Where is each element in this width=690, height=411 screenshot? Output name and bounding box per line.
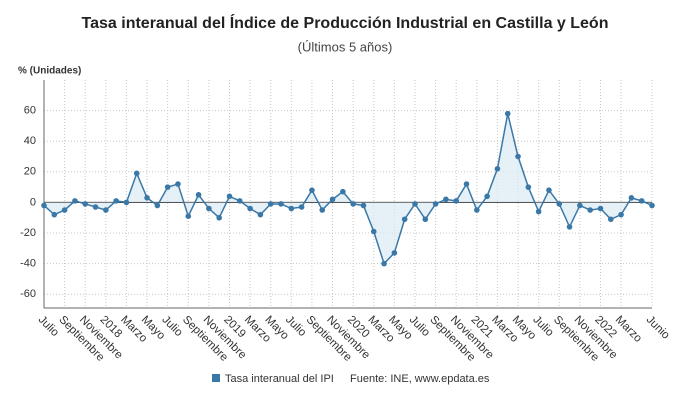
point bbox=[412, 201, 418, 207]
point bbox=[319, 207, 326, 213]
point bbox=[453, 198, 460, 204]
point bbox=[61, 207, 68, 213]
point bbox=[216, 214, 222, 221]
point bbox=[41, 202, 47, 209]
point bbox=[474, 207, 480, 213]
point bbox=[638, 198, 645, 204]
point bbox=[288, 205, 295, 212]
y-tick-label: 40 bbox=[24, 135, 36, 147]
point bbox=[206, 205, 212, 212]
point bbox=[391, 250, 398, 256]
point bbox=[103, 207, 109, 213]
point bbox=[535, 208, 542, 215]
y-tick-label: 60 bbox=[24, 105, 36, 117]
point bbox=[257, 211, 264, 218]
y-tick-label: -40 bbox=[20, 258, 36, 270]
point bbox=[309, 187, 315, 193]
y-tick-label: -20 bbox=[20, 227, 36, 239]
point bbox=[360, 202, 367, 209]
point bbox=[546, 187, 552, 193]
point bbox=[556, 201, 563, 207]
point bbox=[422, 216, 429, 223]
point bbox=[340, 188, 346, 195]
point bbox=[401, 216, 408, 223]
legend-swatch bbox=[212, 374, 220, 382]
point bbox=[92, 204, 99, 210]
y-tick-label: 20 bbox=[24, 166, 36, 178]
point bbox=[175, 181, 181, 187]
point bbox=[278, 201, 284, 207]
point bbox=[484, 193, 490, 200]
chart-title: Tasa interanual del Índice de Producción… bbox=[82, 13, 609, 32]
point bbox=[226, 193, 233, 200]
point bbox=[504, 110, 511, 117]
point bbox=[247, 205, 253, 212]
point bbox=[525, 184, 532, 190]
y-tick-label: 0 bbox=[30, 196, 36, 208]
point bbox=[185, 213, 192, 219]
point bbox=[597, 205, 604, 212]
point bbox=[443, 196, 449, 203]
point bbox=[82, 201, 89, 207]
point bbox=[154, 202, 161, 209]
legend-label: Tasa interanual del IPI bbox=[225, 373, 334, 385]
point bbox=[618, 211, 624, 218]
point bbox=[494, 165, 501, 172]
point bbox=[113, 198, 119, 204]
x-tick-label: Junio bbox=[644, 314, 672, 342]
y-tick-label: -60 bbox=[20, 288, 36, 300]
point bbox=[566, 224, 573, 230]
point bbox=[607, 216, 614, 223]
point bbox=[329, 196, 336, 203]
point bbox=[587, 207, 593, 213]
point bbox=[432, 201, 439, 207]
area bbox=[44, 113, 652, 264]
point bbox=[649, 202, 655, 209]
point bbox=[133, 170, 140, 177]
source: Fuente: INE, www.epdata.es bbox=[350, 373, 490, 385]
point bbox=[628, 195, 635, 201]
point bbox=[350, 201, 356, 207]
point bbox=[123, 199, 130, 206]
point bbox=[51, 211, 58, 218]
y-axis-label: % (Unidades) bbox=[18, 66, 81, 77]
point bbox=[144, 195, 150, 201]
point bbox=[515, 153, 521, 160]
point bbox=[164, 184, 171, 190]
point bbox=[195, 191, 202, 198]
point bbox=[370, 228, 377, 235]
point bbox=[267, 201, 274, 207]
point bbox=[236, 198, 243, 204]
point bbox=[72, 198, 78, 204]
point bbox=[463, 181, 470, 187]
x-tick-label: Julio bbox=[36, 314, 61, 339]
point bbox=[577, 202, 583, 209]
line bbox=[43, 113, 653, 266]
chart-subtitle: (Últimos 5 años) bbox=[298, 39, 393, 54]
point bbox=[298, 204, 305, 210]
point bbox=[381, 260, 387, 267]
